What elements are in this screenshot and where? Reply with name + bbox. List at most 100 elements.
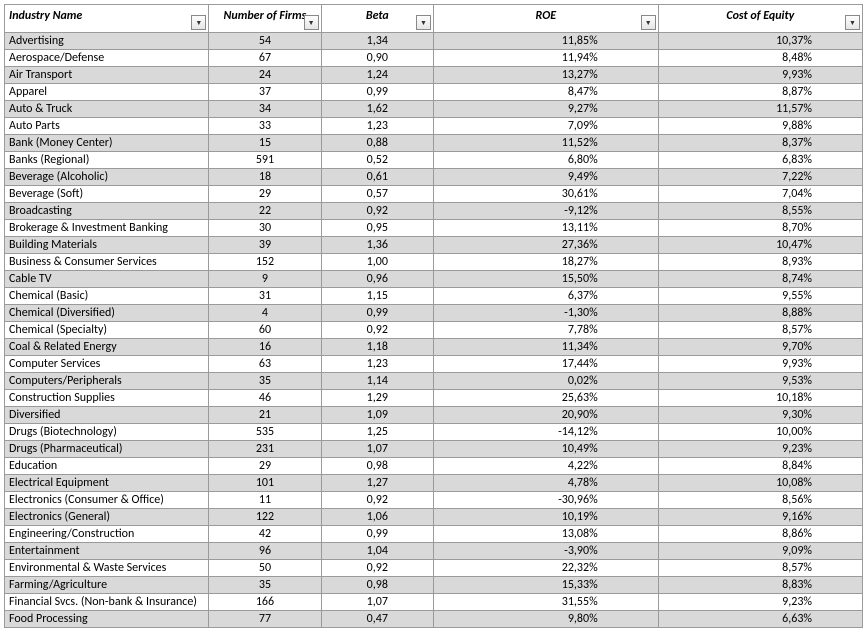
- cell-roe: 15,33%: [433, 577, 658, 594]
- cell-beta: 1,07: [321, 441, 433, 458]
- cell-firms: 60: [209, 322, 321, 339]
- cell-firms: 29: [209, 186, 321, 203]
- cell-roe: -1,30%: [433, 305, 658, 322]
- cell-roe: 30,61%: [433, 186, 658, 203]
- cell-industry: Financial Svcs. (Non-bank & Insurance): [5, 594, 209, 611]
- cell-roe: 15,50%: [433, 271, 658, 288]
- cell-roe: 11,85%: [433, 33, 658, 50]
- industry-table: Industry Name ▼ Number of Firms ▼ Beta ▼…: [4, 4, 863, 628]
- col-header-coe: Cost of Equity ▼: [658, 5, 862, 33]
- table-row: Education290,984,22%8,84%: [5, 458, 863, 475]
- cell-beta: 1,18: [321, 339, 433, 356]
- table-row: Cable TV90,9615,50%8,74%: [5, 271, 863, 288]
- cell-firms: 77: [209, 611, 321, 628]
- cell-beta: 1,06: [321, 509, 433, 526]
- table-row: Beverage (Alcoholic)180,619,49%7,22%: [5, 169, 863, 186]
- cell-roe: 6,80%: [433, 152, 658, 169]
- cell-coe: 11,57%: [658, 101, 862, 118]
- cell-roe: 10,49%: [433, 441, 658, 458]
- cell-roe: -9,12%: [433, 203, 658, 220]
- cell-industry: Drugs (Biotechnology): [5, 424, 209, 441]
- cell-industry: Environmental & Waste Services: [5, 560, 209, 577]
- cell-coe: 8,37%: [658, 135, 862, 152]
- cell-coe: 8,74%: [658, 271, 862, 288]
- cell-beta: 0,99: [321, 84, 433, 101]
- cell-beta: 0,99: [321, 526, 433, 543]
- cell-beta: 0,61: [321, 169, 433, 186]
- filter-icon[interactable]: ▼: [191, 15, 206, 30]
- table-row: Chemical (Diversified)40,99-1,30%8,88%: [5, 305, 863, 322]
- table-row: Brokerage & Investment Banking300,9513,1…: [5, 220, 863, 237]
- filter-icon[interactable]: ▼: [304, 15, 319, 30]
- cell-roe: 22,32%: [433, 560, 658, 577]
- table-row: Chemical (Basic)311,156,37%9,55%: [5, 288, 863, 305]
- cell-beta: 1,36: [321, 237, 433, 254]
- header-row: Industry Name ▼ Number of Firms ▼ Beta ▼…: [5, 5, 863, 33]
- table-row: Computer Services631,2317,44%9,93%: [5, 356, 863, 373]
- filter-icon[interactable]: ▼: [845, 15, 860, 30]
- table-row: Chemical (Specialty)600,927,78%8,57%: [5, 322, 863, 339]
- table-row: Advertising541,3411,85%10,37%: [5, 33, 863, 50]
- cell-beta: 1,25: [321, 424, 433, 441]
- cell-beta: 1,27: [321, 475, 433, 492]
- cell-coe: 10,08%: [658, 475, 862, 492]
- cell-roe: 27,36%: [433, 237, 658, 254]
- table-row: Electronics (Consumer & Office)110,92-30…: [5, 492, 863, 509]
- cell-firms: 31: [209, 288, 321, 305]
- cell-coe: 10,37%: [658, 33, 862, 50]
- cell-firms: 18: [209, 169, 321, 186]
- cell-roe: 9,80%: [433, 611, 658, 628]
- table-row: Auto & Truck341,629,27%11,57%: [5, 101, 863, 118]
- cell-coe: 8,48%: [658, 50, 862, 67]
- cell-firms: 34: [209, 101, 321, 118]
- cell-industry: Coal & Related Energy: [5, 339, 209, 356]
- cell-roe: 18,27%: [433, 254, 658, 271]
- cell-firms: 231: [209, 441, 321, 458]
- cell-beta: 1,15: [321, 288, 433, 305]
- cell-roe: 6,37%: [433, 288, 658, 305]
- cell-industry: Chemical (Specialty): [5, 322, 209, 339]
- cell-beta: 1,07: [321, 594, 433, 611]
- cell-industry: Beverage (Soft): [5, 186, 209, 203]
- cell-beta: 1,14: [321, 373, 433, 390]
- filter-icon[interactable]: ▼: [641, 15, 656, 30]
- cell-firms: 67: [209, 50, 321, 67]
- cell-firms: 101: [209, 475, 321, 492]
- cell-roe: 31,55%: [433, 594, 658, 611]
- cell-roe: 11,94%: [433, 50, 658, 67]
- cell-industry: Computers/Peripherals: [5, 373, 209, 390]
- table-row: Electronics (General)1221,0610,19%9,16%: [5, 509, 863, 526]
- table-row: Beverage (Soft)290,5730,61%7,04%: [5, 186, 863, 203]
- cell-firms: 591: [209, 152, 321, 169]
- cell-industry: Auto Parts: [5, 118, 209, 135]
- cell-industry: Computer Services: [5, 356, 209, 373]
- filter-icon[interactable]: ▼: [416, 15, 431, 30]
- col-header-label: Cost of Equity: [726, 9, 794, 23]
- cell-roe: 9,27%: [433, 101, 658, 118]
- cell-industry: Auto & Truck: [5, 101, 209, 118]
- cell-roe: 25,63%: [433, 390, 658, 407]
- cell-roe: 13,27%: [433, 67, 658, 84]
- cell-firms: 63: [209, 356, 321, 373]
- table-row: Aerospace/Defense670,9011,94%8,48%: [5, 50, 863, 67]
- cell-coe: 9,88%: [658, 118, 862, 135]
- cell-beta: 0,92: [321, 322, 433, 339]
- cell-industry: Entertainment: [5, 543, 209, 560]
- table-row: Diversified211,0920,90%9,30%: [5, 407, 863, 424]
- cell-roe: 0,02%: [433, 373, 658, 390]
- table-row: Computers/Peripherals351,140,02%9,53%: [5, 373, 863, 390]
- cell-coe: 8,83%: [658, 577, 862, 594]
- table-row: Food Processing770,479,80%6,63%: [5, 611, 863, 628]
- cell-firms: 42: [209, 526, 321, 543]
- cell-coe: 7,22%: [658, 169, 862, 186]
- cell-beta: 0,88: [321, 135, 433, 152]
- cell-industry: Air Transport: [5, 67, 209, 84]
- cell-roe: 4,22%: [433, 458, 658, 475]
- table-row: Coal & Related Energy161,1811,34%9,70%: [5, 339, 863, 356]
- table-row: Banks (Regional)5910,526,80%6,83%: [5, 152, 863, 169]
- table-row: Building Materials391,3627,36%10,47%: [5, 237, 863, 254]
- cell-firms: 4: [209, 305, 321, 322]
- cell-roe: 10,19%: [433, 509, 658, 526]
- cell-coe: 8,57%: [658, 322, 862, 339]
- cell-beta: 1,23: [321, 356, 433, 373]
